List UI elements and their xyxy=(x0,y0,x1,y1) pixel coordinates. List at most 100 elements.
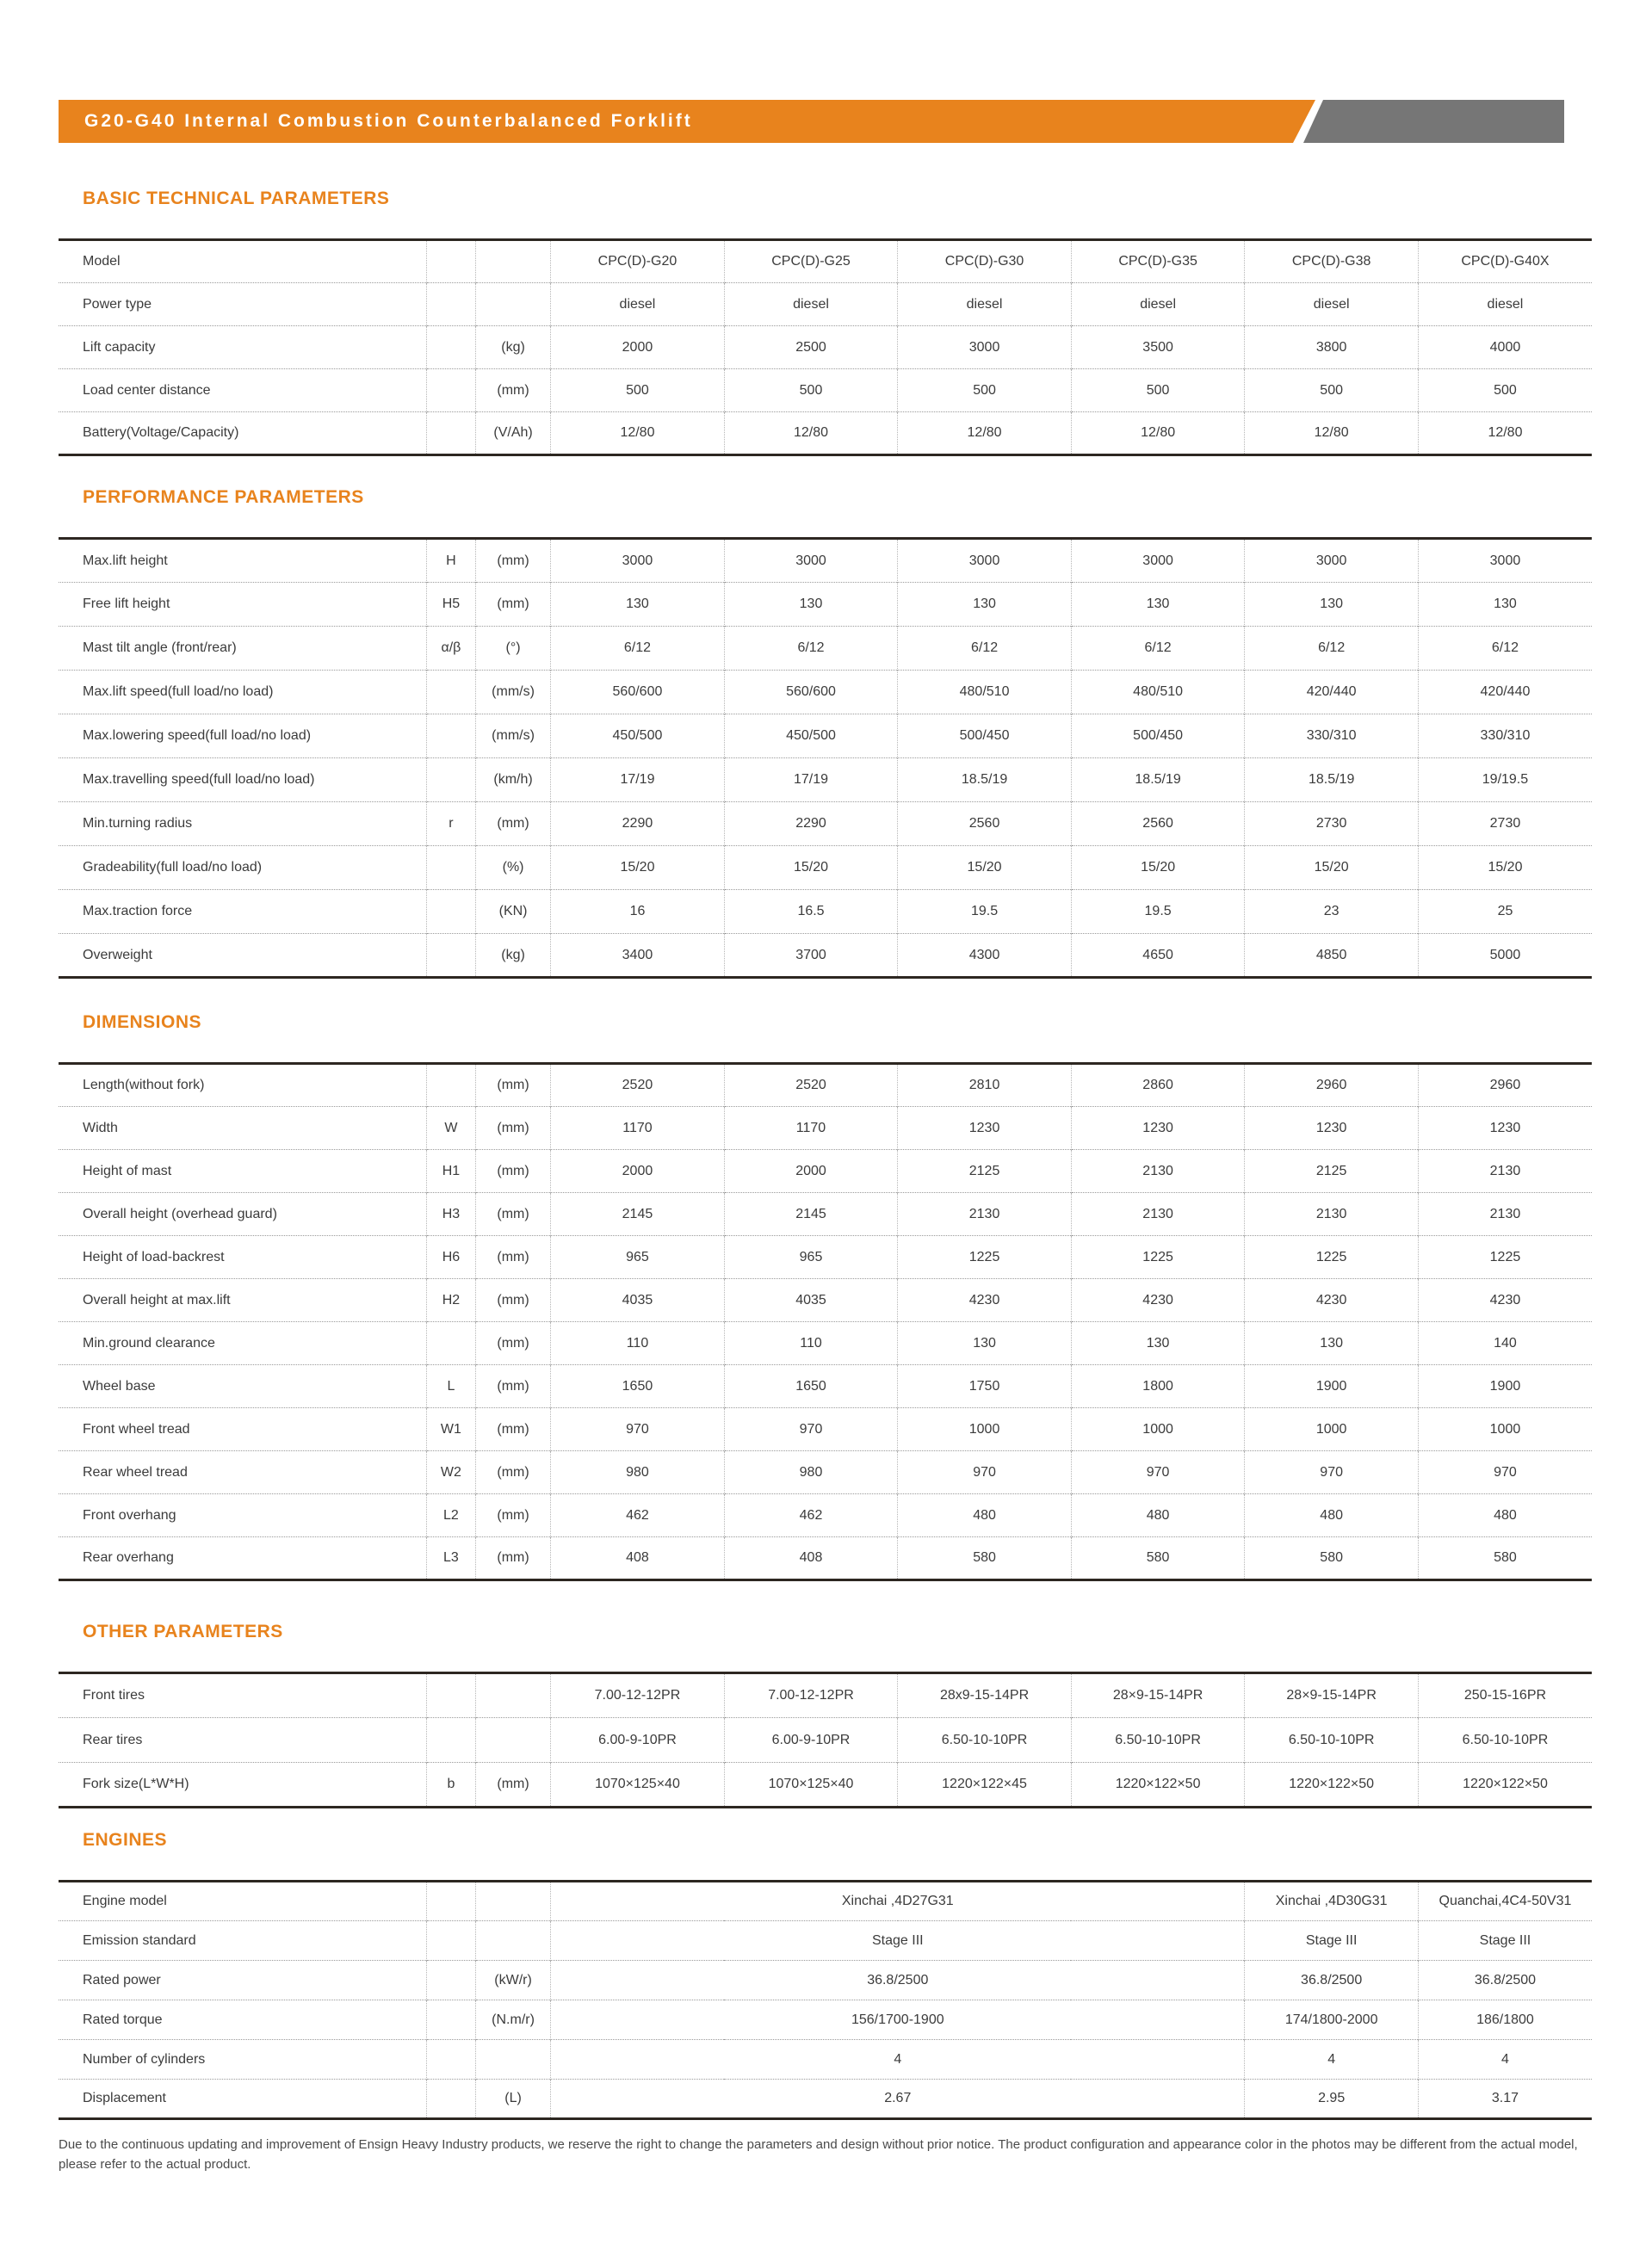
value-cell: 15/20 xyxy=(1244,845,1419,890)
table-row: Rear wheel tread W2 (mm) 980 980 970 970 970 970 xyxy=(59,1450,1592,1494)
other-parameters-table: Front tires 7.00-12-12PR 7.00-12-12PR 28x9-… xyxy=(59,1672,1592,1808)
value-cell: CPC(D)-G20 xyxy=(550,239,725,283)
table-row: Min.ground clearance (mm) 110 110 130 130 130 1… xyxy=(59,1321,1592,1365)
unit-cell xyxy=(474,1881,551,1921)
value-cell: 6/12 xyxy=(1244,626,1419,671)
value-cell: 19.5 xyxy=(897,889,1072,934)
symbol-cell: L3 xyxy=(425,1536,476,1580)
param-label-cell: Overall height (overhead guard) xyxy=(59,1192,427,1236)
value-cell: diesel xyxy=(1244,282,1419,326)
table-row: Length(without fork) (mm) 2520 2520 2810 2860… xyxy=(59,1063,1592,1107)
value-cell: 2130 xyxy=(1244,1192,1419,1236)
value-cell: diesel xyxy=(550,282,725,326)
value-cell: 2130 xyxy=(1417,1149,1592,1193)
value-cell: 1170 xyxy=(723,1106,898,1150)
table-row: Fork size(L*W*H) b (mm) 1070×125×40 1070×125… xyxy=(59,1762,1592,1808)
table-row: Height of load-backrest H6 (mm) 965 965 1225 1… xyxy=(59,1235,1592,1279)
engines-table: Engine model Xinchai ,4D27G31 Xinchai ,4D3… xyxy=(59,1880,1592,2120)
value-cell: 1800 xyxy=(1070,1364,1245,1408)
unit-cell: (kg) xyxy=(474,933,551,978)
param-label-cell: Model xyxy=(83,254,121,269)
value-cell: 330/310 xyxy=(1417,714,1592,758)
value-cell: 17/19 xyxy=(550,757,725,802)
value-cell: 462 xyxy=(550,1493,725,1537)
value-cell: 2960 xyxy=(1244,1063,1419,1107)
param-label-cell: Max.lift speed(full load/no load) xyxy=(59,670,427,714)
basic-parameters-table: Model CPC(D)-G20 CPC(D)-G25 CPC(D)-G30 CPC(D… xyxy=(59,238,1592,456)
value-cell: 110 xyxy=(723,1321,898,1365)
param-label-cell: Battery(Voltage/Capacity) xyxy=(59,411,427,455)
value-cell: diesel xyxy=(1417,282,1592,326)
section-dimensions: DIMENSIONS Length(without fork) (mm) 2520 2… xyxy=(59,1012,1592,1581)
value-cell: 4230 xyxy=(897,1278,1072,1322)
value-cell: 462 xyxy=(723,1493,898,1537)
value-cell: 1225 xyxy=(897,1235,1072,1279)
value-cell: 1070×125×40 xyxy=(550,1762,725,1808)
table-row: Load center distance (mm) 500 500 500 500 500 5… xyxy=(59,368,1592,412)
value-cell: 1000 xyxy=(1417,1407,1592,1451)
value-cell: 15/20 xyxy=(1070,845,1245,890)
value-cell: 2960 xyxy=(1417,1063,1592,1107)
value-cell: 6.00-9-10PR xyxy=(550,1717,725,1763)
performance-parameters-table: Max.lift height H (mm) 3000 3000 3000 3000 3000… xyxy=(59,537,1592,979)
unit-cell: (kg) xyxy=(474,325,551,369)
unit-cell: (mm) xyxy=(474,1106,551,1150)
table-row: Rated power (kW/r) 36.8/2500 36.8/2500 36.8/… xyxy=(59,1960,1592,2000)
param-label-cell: Power type xyxy=(59,282,427,326)
value-cell: 130 xyxy=(723,582,898,627)
value-cell: 36.8/2500 xyxy=(1244,1960,1419,2000)
value-cell: 2125 xyxy=(897,1149,1072,1193)
value-cell: 2145 xyxy=(723,1192,898,1236)
table-row: Rated torque (N.m/r) 156/1700-1900 174/1800… xyxy=(59,2000,1592,2040)
symbol-cell xyxy=(425,670,476,714)
value-cell: 16.5 xyxy=(723,889,898,934)
param-label-cell: Emission standard xyxy=(59,1920,427,1961)
value-cell: 1900 xyxy=(1417,1364,1592,1408)
value-cell: 23 xyxy=(1244,889,1419,934)
unit-cell: (mm) xyxy=(474,582,551,627)
value-cell: 28x9-15-14PR xyxy=(897,1672,1072,1718)
value-cell: 2.67 xyxy=(550,2079,1245,2119)
value-cell: 500/450 xyxy=(1070,714,1245,758)
symbol-cell xyxy=(425,714,476,758)
table-row: Max.travelling speed(full load/no load) (… xyxy=(59,757,1592,802)
symbol-cell: H3 xyxy=(425,1192,476,1236)
value-cell: 500/450 xyxy=(897,714,1072,758)
value-cell: 3000 xyxy=(1070,538,1245,583)
value-cell: 1230 xyxy=(1417,1106,1592,1150)
symbol-cell xyxy=(425,1321,476,1365)
value-cell: 15/20 xyxy=(723,845,898,890)
value-cell: 4230 xyxy=(1070,1278,1245,1322)
symbol-cell: H1 xyxy=(425,1149,476,1193)
value-cell: Xinchai ,4D27G31 xyxy=(550,1881,1245,1921)
value-cell: 6.50-10-10PR xyxy=(897,1717,1072,1763)
value-cell: 1070×125×40 xyxy=(723,1762,898,1808)
value-cell: 4035 xyxy=(723,1278,898,1322)
value-cell: 5000 xyxy=(1417,933,1592,978)
table-row: Engine model Xinchai ,4D27G31 Xinchai ,4D3… xyxy=(59,1881,1592,1921)
value-cell: 1220×122×45 xyxy=(897,1762,1072,1808)
unit-cell: (mm) xyxy=(474,1407,551,1451)
value-cell: 6.50-10-10PR xyxy=(1417,1717,1592,1763)
param-label-cell: Min.turning radius xyxy=(59,801,427,846)
value-cell: 2520 xyxy=(550,1063,725,1107)
footer-disclaimer: Due to the continuous updating and impro… xyxy=(59,2137,1578,2172)
value-cell: 2000 xyxy=(550,325,725,369)
value-cell: 480/510 xyxy=(897,670,1072,714)
value-cell: 4300 xyxy=(897,933,1072,978)
symbol-cell xyxy=(425,2039,476,2080)
value-cell: 130 xyxy=(897,582,1072,627)
value-cell: Quanchai,4C4-50V31 xyxy=(1417,1881,1592,1921)
value-cell: 2560 xyxy=(897,801,1072,846)
unit-cell: (mm) xyxy=(474,1278,551,1322)
value-cell: 408 xyxy=(723,1536,898,1580)
value-cell: 2000 xyxy=(550,1149,725,1193)
value-cell: 500 xyxy=(897,368,1072,412)
value-cell: 17/19 xyxy=(723,757,898,802)
symbol-cell: W2 xyxy=(425,1450,476,1494)
unit-cell xyxy=(474,1920,551,1961)
value-cell: 965 xyxy=(723,1235,898,1279)
symbol-cell xyxy=(425,757,476,802)
param-label-cell: Overall height at max.lift xyxy=(59,1278,427,1322)
value-cell: 6.50-10-10PR xyxy=(1070,1717,1245,1763)
